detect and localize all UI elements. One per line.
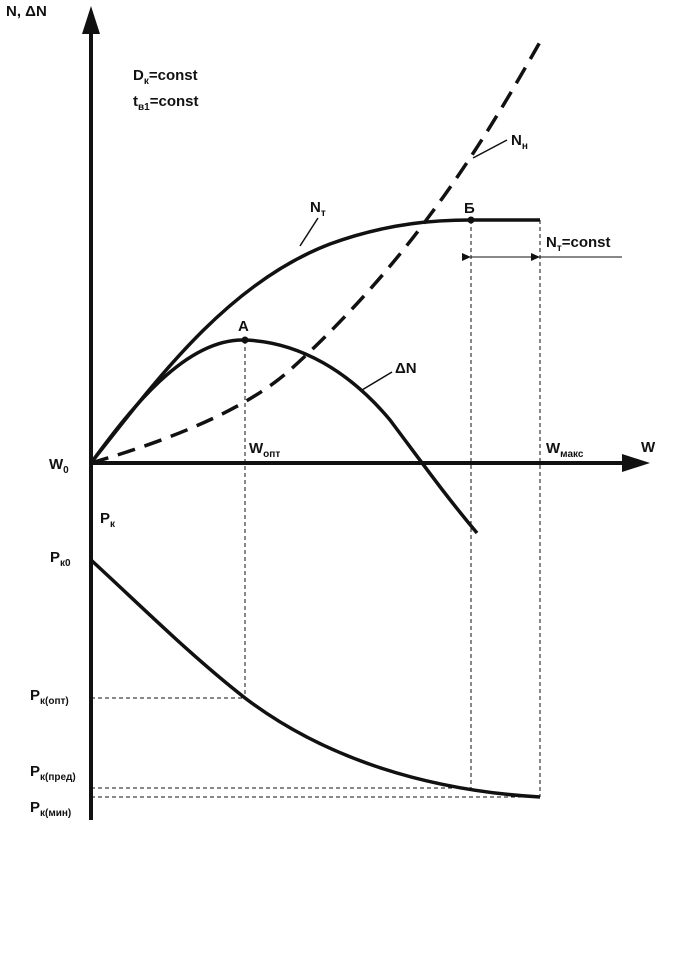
nt-const-label: Nт=const (546, 234, 611, 254)
nt-curve (89, 218, 540, 465)
x-axis-label: W (641, 439, 656, 456)
vertical-axis-arrow (82, 6, 100, 34)
nt-leader (299, 217, 319, 247)
dn-label: ΔN (395, 360, 417, 377)
point-b-label: Б (464, 200, 475, 217)
origin-label: W0 (49, 456, 69, 476)
y-axis-label: N, ΔN (6, 3, 47, 20)
point-a-label: А (238, 318, 249, 335)
w-max-label: Wмакс (546, 440, 584, 460)
note-tv: tв1=const (133, 93, 198, 113)
dn-curve (89, 338, 479, 535)
pk0-label: Pк0 (50, 549, 71, 569)
dn-leader (361, 371, 393, 391)
nt-label: Nт (310, 199, 326, 219)
note-dk: Dк=const (133, 67, 198, 87)
nn-leader (472, 139, 508, 159)
nn-curve (90, 41, 542, 465)
pk-opt-label: Pк(опт) (30, 687, 69, 707)
pk-pred-label: Pк(пред) (30, 763, 76, 783)
pk-axis-label: Pк (100, 510, 116, 530)
nn-label: Nн (511, 132, 528, 152)
pk-min-label: Pк(мин) (30, 799, 71, 819)
w-opt-label: Wопт (249, 440, 280, 460)
horizontal-axis-arrow (622, 454, 650, 472)
pk-curve (89, 558, 541, 799)
